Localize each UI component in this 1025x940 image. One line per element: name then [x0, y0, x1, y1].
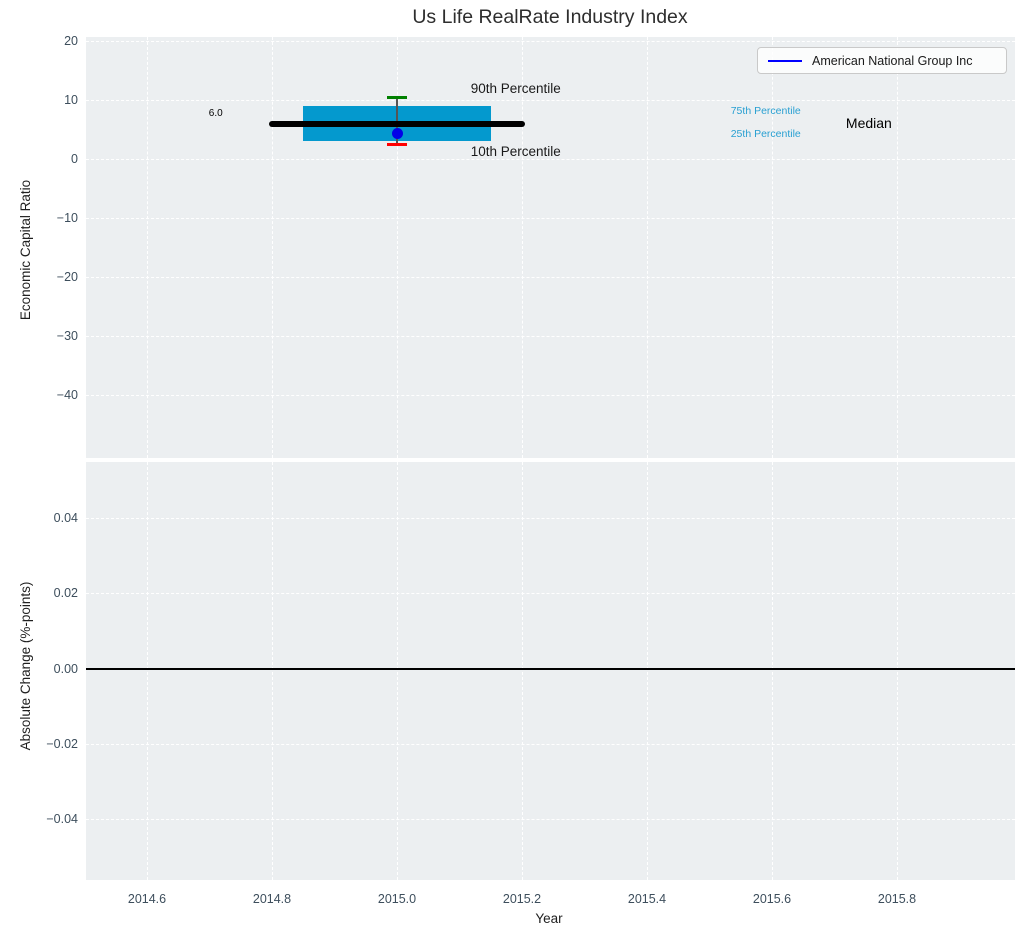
gridline-vertical — [272, 462, 273, 880]
y-tick-label: 10 — [64, 93, 78, 107]
gridline-horizontal — [86, 819, 1015, 820]
annotation-75th-percentile: 75th Percentile — [730, 105, 801, 118]
y-axis-label-bottom: Absolute Change (%-points) — [18, 581, 33, 751]
annotation-25th-percentile: 25th Percentile — [730, 128, 801, 141]
gridline-horizontal — [86, 277, 1015, 278]
y-tick-label: 20 — [64, 34, 78, 48]
gridline-vertical — [397, 37, 398, 458]
y-tick-label: −0.02 — [46, 736, 78, 751]
y-tick-label: −10 — [56, 211, 78, 225]
gridline-vertical — [647, 37, 648, 458]
x-tick-label: 2014.8 — [252, 892, 292, 906]
gridline-vertical — [147, 462, 148, 880]
gridline-horizontal — [86, 743, 1015, 745]
gridline-vertical — [897, 462, 898, 880]
legend-box: American National Group Inc — [757, 47, 1007, 74]
x-tick-label: 2014.6 — [127, 892, 167, 906]
gridline-vertical — [272, 37, 273, 458]
y-tick-label: 0.04 — [53, 511, 78, 525]
gridline-vertical — [772, 37, 773, 458]
y-tick-label: −30 — [56, 329, 78, 343]
gridline-horizontal — [86, 100, 1015, 101]
y-tick-label: 0 — [71, 152, 78, 166]
bottom-plot-area — [86, 462, 1015, 880]
gridline-horizontal — [86, 395, 1015, 396]
legend-entry-label: American National Group Inc — [812, 53, 973, 68]
annotation-90th-percentile: 90th Percentile — [470, 81, 561, 96]
gridline-vertical — [647, 462, 648, 880]
chart-title: Us Life RealRate Industry Index — [412, 6, 688, 28]
annotation-10th-percentile: 10th Percentile — [470, 144, 561, 160]
y-tick-label: −20 — [56, 270, 78, 284]
gridline-horizontal — [86, 159, 1015, 160]
x-tick-label: 2015.2 — [502, 892, 542, 906]
gridline-vertical — [897, 37, 898, 458]
gridline-vertical — [522, 462, 523, 880]
x-tick-label: 2015.4 — [627, 892, 667, 906]
y-tick-label: 0.02 — [53, 586, 78, 601]
zero-reference-line — [86, 667, 1015, 670]
gridline-horizontal — [86, 593, 1015, 595]
gridline-vertical — [397, 462, 398, 880]
x-tick-label: 2015.6 — [752, 892, 792, 906]
gridline-vertical — [772, 462, 773, 880]
median-line — [269, 120, 525, 127]
y-tick-label: −40 — [56, 388, 78, 402]
gridline-horizontal — [86, 218, 1015, 219]
x-axis-label: Year — [535, 911, 563, 926]
legend-line-sample — [768, 59, 802, 62]
top-plot-area — [86, 37, 1015, 458]
annotation-median: Median — [845, 114, 892, 131]
p10-whisker-cap — [387, 143, 407, 146]
gridline-horizontal — [86, 41, 1015, 42]
y-axis-label-top: Economic Capital Ratio — [18, 179, 33, 321]
p90-whisker-cap — [387, 96, 407, 99]
y-tick-label: 0.00 — [53, 661, 78, 676]
annotation-6-0: 6.0 — [208, 107, 223, 119]
gridline-vertical — [522, 37, 523, 458]
gridline-horizontal — [86, 336, 1015, 337]
x-tick-label: 2015.0 — [377, 892, 417, 906]
y-tick-label: −0.04 — [46, 812, 78, 826]
gridline-vertical — [147, 37, 148, 458]
company-data-point — [391, 127, 403, 139]
gridline-horizontal — [86, 518, 1015, 519]
x-tick-label: 2015.8 — [877, 892, 917, 906]
